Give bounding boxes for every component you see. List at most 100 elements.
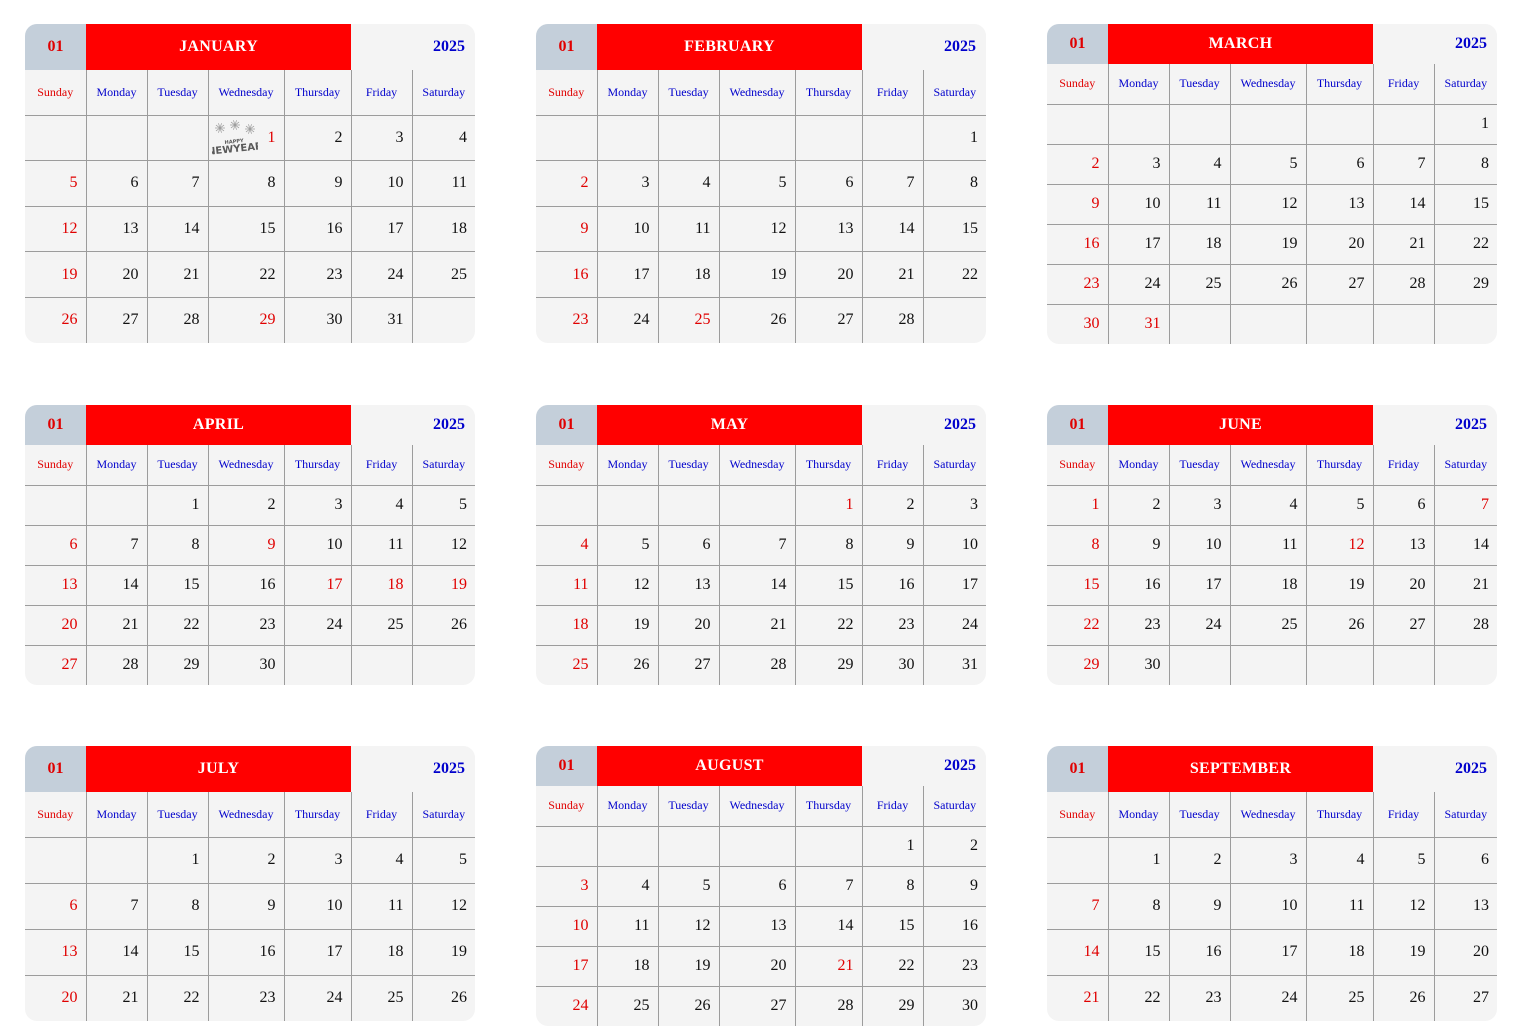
day-cell[interactable]: 13 (658, 565, 720, 606)
day-cell[interactable]: 8 (147, 525, 209, 566)
day-cell[interactable]: 24 (597, 297, 659, 343)
day-cell[interactable]: 21 (1047, 975, 1109, 1021)
day-cell[interactable]: 15 (208, 206, 285, 253)
day-cell[interactable]: 8 (147, 883, 209, 930)
day-cell[interactable]: 19 (1373, 929, 1435, 976)
day-cell[interactable]: 24 (1230, 975, 1307, 1021)
day-cell[interactable]: 21 (1434, 565, 1497, 606)
day-cell[interactable]: 28 (147, 297, 209, 343)
day-cell[interactable]: 4 (351, 485, 413, 526)
day-cell[interactable]: 9 (284, 160, 352, 207)
day-cell[interactable]: 1 (1108, 837, 1170, 884)
day-cell[interactable]: 9 (1108, 525, 1170, 566)
day-cell[interactable]: 4 (658, 160, 720, 207)
day-cell[interactable]: 5 (658, 866, 720, 907)
day-cell[interactable]: 27 (1306, 264, 1374, 305)
day-cell[interactable]: 4 (1230, 485, 1307, 526)
day-cell[interactable]: 3 (1230, 837, 1307, 884)
day-cell[interactable]: 24 (1108, 264, 1170, 305)
day-cell[interactable]: 17 (597, 251, 659, 298)
day-cell[interactable]: 13 (795, 206, 863, 253)
day-cell[interactable]: 25 (597, 986, 659, 1026)
day-cell[interactable]: 7 (862, 160, 924, 207)
day-cell[interactable]: 27 (795, 297, 863, 343)
day-cell[interactable]: 7 (719, 525, 796, 566)
day-cell[interactable]: 22 (862, 946, 924, 987)
day-cell[interactable]: 20 (25, 975, 87, 1021)
day-cell[interactable]: 14 (719, 565, 796, 606)
day-cell[interactable]: 11 (597, 906, 659, 947)
day-cell[interactable]: 19 (412, 929, 475, 976)
day-cell[interactable]: 2 (536, 160, 598, 207)
day-cell[interactable]: 17 (536, 946, 598, 987)
day-cell[interactable]: 24 (536, 986, 598, 1026)
day-cell[interactable]: 31 (962, 656, 979, 674)
day-cell[interactable]: 22 (1434, 224, 1497, 265)
day-cell[interactable]: 24 (284, 605, 352, 646)
day-cell[interactable]: 25 (536, 645, 598, 685)
day-cell[interactable]: 3 (923, 485, 986, 526)
day-cell[interactable]: 24 (1169, 605, 1231, 646)
day-cell[interactable]: 21 (1373, 224, 1435, 265)
day-cell[interactable]: 13 (1434, 883, 1497, 930)
day-cell[interactable]: 25 (658, 297, 720, 343)
day-cell[interactable]: 1 (147, 837, 209, 884)
day-cell[interactable]: 20 (795, 251, 863, 298)
day-cell[interactable]: 20 (1434, 929, 1497, 976)
day-cell[interactable]: 23 (862, 605, 924, 646)
day-cell[interactable]: 14 (86, 565, 148, 606)
day-cell[interactable]: 18 (351, 929, 413, 976)
day-cell[interactable]: 29 (147, 645, 209, 685)
day-cell[interactable]: 16 (1169, 929, 1231, 976)
day-cell[interactable]: 15 (1434, 184, 1497, 225)
day-cell[interactable]: 23 (536, 297, 598, 343)
day-cell[interactable]: 28 (795, 986, 863, 1026)
day-cell[interactable]: 2 (923, 826, 986, 867)
day-cell[interactable]: 20 (25, 605, 87, 646)
day-cell[interactable]: 16 (208, 565, 285, 606)
day-cell[interactable]: 19 (597, 605, 659, 646)
day-cell[interactable]: 8 (1434, 144, 1497, 185)
day-cell[interactable]: 18 (658, 251, 720, 298)
day-cell[interactable]: 9 (862, 525, 924, 566)
day-cell[interactable]: 25 (1169, 264, 1231, 305)
day-cell[interactable]: 10 (1108, 184, 1170, 225)
day-cell[interactable]: 4 (412, 115, 475, 162)
day-cell[interactable]: 6 (25, 525, 87, 566)
day-cell[interactable]: 6 (658, 525, 720, 566)
day-cell[interactable]: 8 (862, 866, 924, 907)
day-cell[interactable]: 22 (1047, 605, 1109, 646)
day-cell[interactable]: 15 (862, 906, 924, 947)
day-cell[interactable]: 30 (208, 645, 285, 685)
day-cell[interactable]: 13 (1306, 184, 1374, 225)
day-cell[interactable]: 14 (795, 906, 863, 947)
day-cell[interactable]: 18 (351, 565, 413, 606)
day-cell[interactable]: 14 (86, 929, 148, 976)
day-cell[interactable]: 19 (1306, 565, 1374, 606)
day-cell[interactable]: 1 (1047, 485, 1109, 526)
day-cell[interactable]: 4 (351, 837, 413, 884)
day-cell[interactable]: 10 (351, 160, 413, 207)
day-cell[interactable]: 6 (86, 160, 148, 207)
day-cell[interactable]: 20 (1306, 224, 1374, 265)
day-cell[interactable]: 31 (1108, 304, 1170, 344)
day-cell[interactable]: 29 (1434, 264, 1497, 305)
day-cell[interactable]: 19 (1230, 224, 1307, 265)
day-cell[interactable]: 19 (719, 251, 796, 298)
day-cell[interactable]: 26 (597, 645, 659, 685)
day-cell[interactable]: 18 (597, 946, 659, 987)
day-cell[interactable]: 29 (1047, 645, 1109, 685)
day-cell[interactable]: 10 (284, 525, 352, 566)
day-cell[interactable]: 7 (1373, 144, 1435, 185)
day-cell[interactable]: 9 (923, 866, 986, 907)
day-cell[interactable]: 17 (351, 206, 413, 253)
day-cell[interactable]: 2 (208, 485, 285, 526)
day-cell[interactable]: 8 (923, 160, 986, 207)
day-cell[interactable]: 25 (412, 251, 475, 298)
day-cell[interactable]: 25 (1306, 975, 1374, 1021)
day-cell[interactable]: 17 (284, 565, 352, 606)
day-cell[interactable]: 17 (923, 565, 986, 606)
day-cell[interactable]: 2 (284, 115, 352, 162)
day-cell[interactable]: 7 (147, 160, 209, 207)
day-cell[interactable]: 5 (25, 160, 87, 207)
